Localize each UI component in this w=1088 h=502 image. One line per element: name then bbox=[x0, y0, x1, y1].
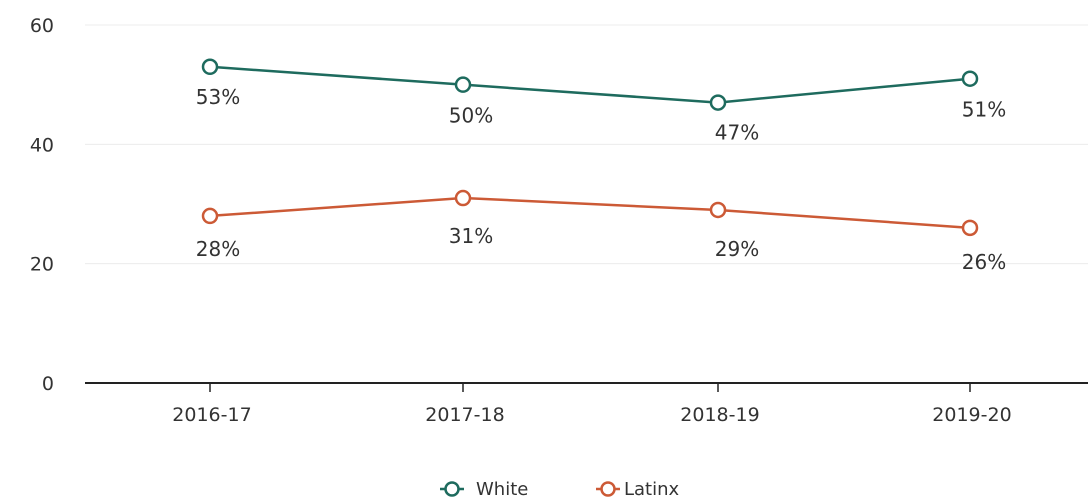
x-tick-label: 2019-20 bbox=[932, 404, 1011, 426]
legend-label-latinx: Latinx bbox=[624, 479, 680, 500]
data-point-white bbox=[201, 58, 219, 76]
data-point-white bbox=[961, 70, 979, 87]
series-line-white bbox=[209, 65, 971, 104]
legend-marker-latinx bbox=[600, 481, 616, 497]
data-label-latinx: 26% bbox=[962, 250, 1006, 274]
series-line-latinx bbox=[209, 196, 971, 230]
x-tick-label: 2018-19 bbox=[680, 404, 759, 426]
x-tick-label: 2017-18 bbox=[425, 404, 504, 426]
data-point-white bbox=[454, 76, 472, 93]
x-tick-label: 2016-17 bbox=[172, 404, 251, 426]
data-point-latinx bbox=[454, 189, 472, 207]
data-point-latinx bbox=[201, 207, 219, 225]
y-tick-label: 40 bbox=[30, 134, 54, 156]
y-tick-label: 0 bbox=[42, 373, 54, 395]
data-label-white: 47% bbox=[715, 121, 759, 145]
legend-marker-white bbox=[444, 481, 460, 497]
data-label-latinx: 31% bbox=[449, 224, 493, 248]
y-tick-label: 60 bbox=[30, 15, 54, 37]
data-point-latinx bbox=[961, 219, 979, 237]
data-label-white: 53% bbox=[196, 85, 240, 109]
data-point-white bbox=[709, 94, 727, 111]
y-tick-label: 20 bbox=[30, 254, 54, 276]
data-label-white: 51% bbox=[962, 98, 1006, 122]
legend-label-white: White bbox=[476, 479, 528, 500]
data-label-white: 50% bbox=[449, 104, 493, 128]
data-label-latinx: 29% bbox=[715, 237, 759, 261]
data-point-latinx bbox=[709, 201, 727, 219]
data-label-latinx: 28% bbox=[196, 237, 240, 261]
